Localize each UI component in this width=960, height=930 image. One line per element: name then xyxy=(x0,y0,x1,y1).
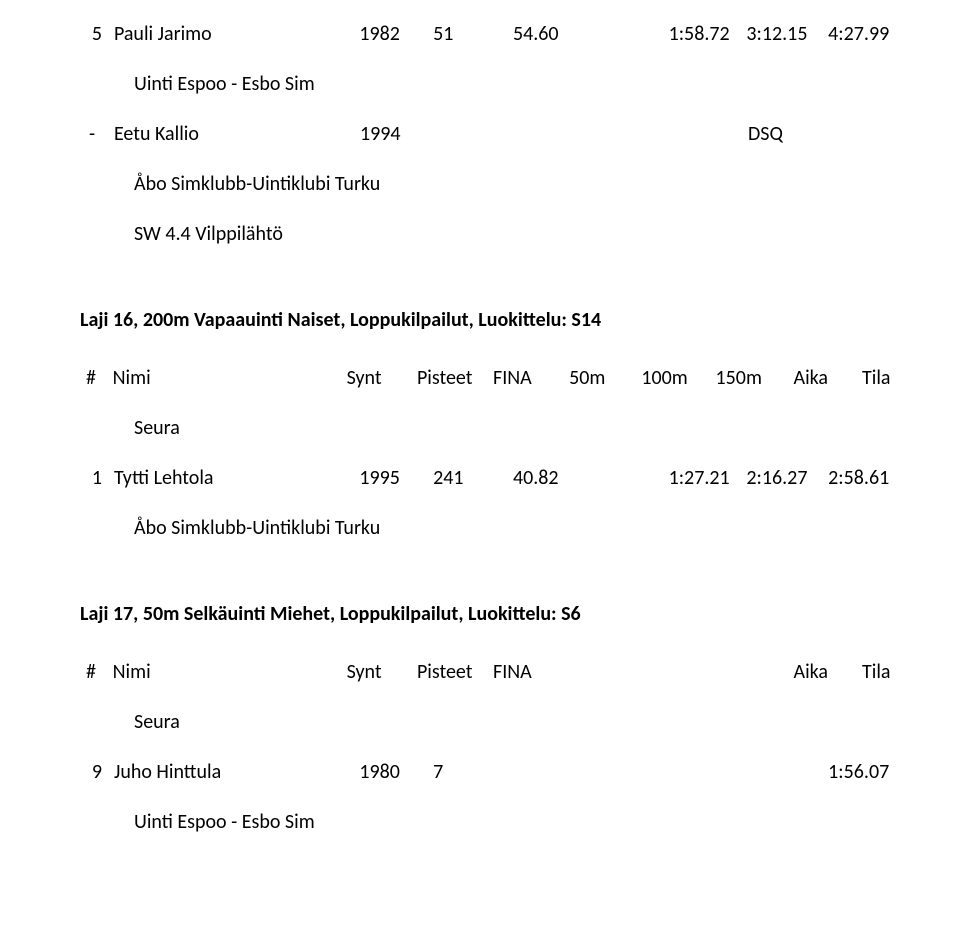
points: 51 xyxy=(433,20,513,48)
col-tila: Tila xyxy=(862,658,900,686)
col-pisteet: Pisteet xyxy=(417,364,493,392)
col-pisteet: Pisteet xyxy=(417,658,493,686)
year: 1994 xyxy=(360,120,434,148)
col-100m: 100m xyxy=(641,364,715,392)
final-time: 1:56.07 xyxy=(828,758,900,786)
club-name: Uinti Espoo - Esbo Sim xyxy=(134,70,900,98)
event-title: Laji 17, 50m Selkäuinti Miehet, Loppukil… xyxy=(80,600,900,628)
club-name: Åbo Simklubb-Uintiklubi Turku xyxy=(134,514,900,542)
club-name: Åbo Simklubb-Uintiklubi Turku xyxy=(134,170,900,198)
year: 1995 xyxy=(359,464,433,492)
year: 1982 xyxy=(359,20,433,48)
seura-label: Seura xyxy=(134,708,900,736)
event-title: Laji 16, 200m Vapaauinti Naiset, Loppuki… xyxy=(80,306,900,334)
col-synt: Synt xyxy=(347,364,417,392)
result-row-dsq: - Eetu Kallio 1994 DSQ xyxy=(80,120,900,148)
rank-dash: - xyxy=(80,120,114,148)
result-row: 9 Juho Hinttula 1980 7 1:56.07 xyxy=(80,758,900,786)
col-50m: 50m xyxy=(569,364,641,392)
split-150m: 2:16.27 xyxy=(746,464,828,492)
col-aika: Aika xyxy=(794,658,862,686)
dsq-status: DSQ xyxy=(748,120,830,148)
points: 241 xyxy=(433,464,513,492)
rank: 5 xyxy=(80,20,114,48)
fina: 40.82 xyxy=(513,464,593,492)
result-row: 5 Pauli Jarimo 1982 51 54.60 1:58.72 3:1… xyxy=(80,20,900,48)
athlete-name: Tytti Lehtola xyxy=(114,464,359,492)
split-100m: 1:58.72 xyxy=(669,20,747,48)
points: 7 xyxy=(433,758,513,786)
col-aika: Aika xyxy=(794,364,862,392)
col-tila: Tila xyxy=(862,364,900,392)
athlete-name: Pauli Jarimo xyxy=(114,20,359,48)
athlete-name: Juho Hinttula xyxy=(114,758,359,786)
rank: 9 xyxy=(80,758,114,786)
fina: 54.60 xyxy=(513,20,593,48)
split-100m: 1:27.21 xyxy=(669,464,747,492)
year: 1980 xyxy=(359,758,433,786)
rank: 1 xyxy=(80,464,114,492)
col-name: Nimi xyxy=(113,364,347,392)
club-name: Uinti Espoo - Esbo Sim xyxy=(134,808,900,836)
col-hash: # xyxy=(80,658,113,686)
table-header: # Nimi Synt Pisteet FINA 50m 100m 150m A… xyxy=(80,364,900,392)
dsq-note: SW 4.4 Vilppilähtö xyxy=(134,220,900,248)
split-150m: 3:12.15 xyxy=(746,20,828,48)
col-name: Nimi xyxy=(113,658,347,686)
final-time: 4:27.99 xyxy=(828,20,900,48)
col-fina: FINA xyxy=(493,364,569,392)
col-hash: # xyxy=(80,364,113,392)
result-row: 1 Tytti Lehtola 1995 241 40.82 1:27.21 2… xyxy=(80,464,900,492)
col-150m: 150m xyxy=(716,364,794,392)
seura-label: Seura xyxy=(134,414,900,442)
athlete-name: Eetu Kallio xyxy=(114,120,360,148)
col-synt: Synt xyxy=(347,658,417,686)
final-time: 2:58.61 xyxy=(828,464,900,492)
col-fina: FINA xyxy=(493,658,569,686)
table-header: # Nimi Synt Pisteet FINA Aika Tila xyxy=(80,658,900,686)
